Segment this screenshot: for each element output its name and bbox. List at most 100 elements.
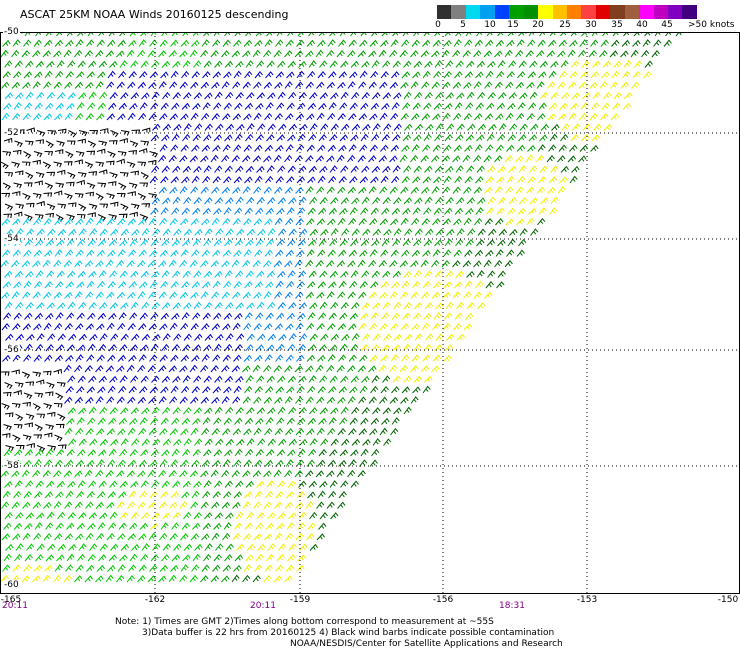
wind-barb [117,151,127,157]
wind-barb [68,543,77,551]
wind-barb [277,512,287,520]
wind-barb [116,50,125,58]
wind-barb [379,427,388,436]
wind-barb [433,102,443,110]
wind-barb [326,364,335,373]
wind-barb [149,176,158,184]
wind-barb [141,438,150,446]
wind-barb [171,522,180,530]
wind-barb [444,312,453,320]
wind-barb [232,186,241,194]
wind-barb [13,522,23,530]
wind-barb [43,501,52,509]
wind-barb [307,312,316,320]
wind-barb [64,218,74,226]
wind-barb [84,50,93,58]
wind-barb [330,301,339,310]
wind-barb [34,71,43,79]
wind-barb [32,291,41,299]
wind-barb [496,207,505,215]
wind-barb [11,81,21,89]
wind-barb [348,217,357,226]
wind-barb [245,554,254,562]
wind-barb [518,165,527,173]
wind-barb [126,575,135,583]
wind-barb [55,281,64,289]
wind-barb [266,553,275,562]
wind-barb [424,92,433,100]
wind-barb [78,301,87,310]
wind-barb [421,186,430,194]
wind-barb [326,470,335,478]
wind-barb [64,81,73,89]
wind-barb [348,144,357,152]
wind-barb [67,407,77,415]
wind-barb [359,144,368,152]
wind-barb [225,333,234,341]
wind-barb [273,575,283,583]
wind-barb [410,365,419,373]
wind-barb [86,249,95,257]
wind-barb [99,512,108,520]
wind-barb [88,60,97,68]
wind-barb [370,417,380,425]
wind-barb [536,186,546,194]
wind-barb [202,417,211,425]
wind-barb [369,249,378,257]
wind-barb [172,407,181,415]
wind-barb [66,140,76,146]
wind-barb [127,112,136,121]
wind-barb [361,92,370,100]
wind-barb [274,501,283,509]
wind-barb [337,501,346,509]
wind-barb [12,323,21,331]
wind-barb [108,239,118,247]
wind-barb [222,217,231,226]
wind-barb [140,238,149,247]
wind-barb [32,260,41,268]
wind-barb [580,102,589,110]
wind-barb [348,428,357,436]
wind-barb [109,480,118,488]
wind-barb [107,564,116,572]
wind-barb [306,459,315,467]
wind-barb [393,197,402,205]
wind-barb [86,71,96,79]
wind-barb [551,123,560,131]
wind-barb [369,113,378,121]
wind-barb [264,218,273,226]
wind-barb [179,50,188,58]
wind-barb [55,423,65,429]
wind-barb [36,302,45,310]
wind-barb [131,333,140,341]
wind-barb [315,364,324,373]
wind-barb [412,102,421,110]
wind-barb [421,113,431,121]
wind-barb [288,543,297,551]
wind-barb [182,133,191,142]
wind-barb [214,480,223,488]
wind-barb [222,323,231,331]
wind-barb [298,407,307,415]
wind-barb [465,207,474,215]
wind-barb [189,575,198,583]
wind-barb [276,522,285,530]
wind-barb [380,386,389,394]
wind-barb [274,81,283,89]
wind-barb [285,428,294,436]
wind-barb [435,333,444,341]
wind-barb [361,196,370,205]
wind-barb [97,386,106,394]
wind-barb [412,280,421,289]
wind-barb [488,123,497,131]
wind-barb [74,49,83,58]
wind-barb [254,564,263,572]
wind-barb [76,281,85,289]
wind-barb [129,417,138,425]
wind-barb [549,102,558,110]
wind-barb [189,470,199,478]
wind-barb [14,270,24,278]
wind-barb [152,123,161,131]
wind-barb [33,532,42,541]
wind-barb [529,60,538,68]
